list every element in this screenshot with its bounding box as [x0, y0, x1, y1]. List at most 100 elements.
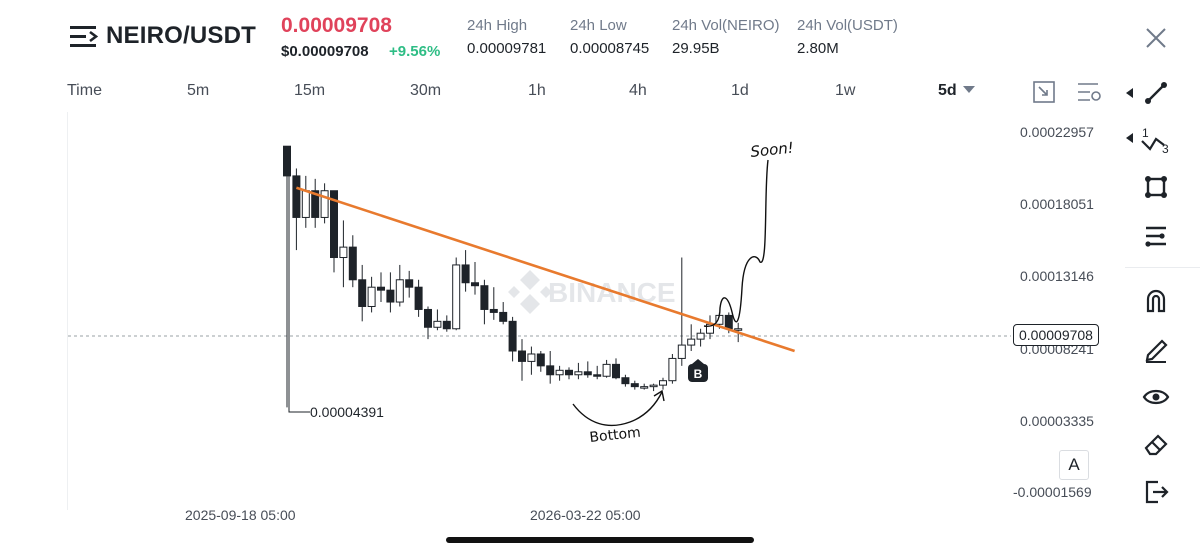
line-tool-icon — [1145, 82, 1167, 104]
y-axis-label-5: -0.00001569 — [1013, 484, 1092, 500]
x-axis-label-1: 2026-03-22 05:00 — [530, 507, 641, 523]
tf-15m[interactable]: 15m — [294, 82, 326, 99]
candle-down — [386, 289, 395, 303]
rectangle-tool-icon — [1145, 176, 1167, 198]
annotation-bottom: Bottom — [589, 425, 642, 446]
chart-canvas[interactable]: BINANCE Soon! Bottom 0.00004391 B — [68, 112, 1011, 510]
auto-scale-button[interactable]: A — [1059, 450, 1089, 480]
eye-icon — [1142, 389, 1170, 405]
candle-down — [330, 190, 338, 259]
stat-value-vol-quote: 2.80M — [797, 40, 839, 57]
exit-icon — [1145, 480, 1169, 504]
candle-down — [311, 190, 320, 218]
expand-tool-arrow-icon[interactable] — [1126, 88, 1134, 98]
candle-up — [677, 344, 686, 359]
candle-down — [518, 350, 526, 362]
tf-5d-selected[interactable]: 5d — [938, 82, 957, 99]
stat-value-high: 0.00009781 — [467, 40, 547, 57]
svg-text:1: 1 — [1142, 126, 1149, 140]
expand-fib-arrow-icon[interactable] — [1126, 133, 1134, 143]
tf-1w[interactable]: 1w — [835, 82, 856, 99]
magnet-icon — [1146, 289, 1166, 313]
tf-5m[interactable]: 5m — [187, 82, 210, 99]
trendline-layer — [295, 186, 796, 353]
candle-down — [536, 353, 545, 367]
x-axis-label-0: 2025-09-18 05:00 — [185, 507, 296, 523]
candle-up — [734, 328, 743, 331]
candle-down — [471, 282, 479, 287]
stat-label-vol-base: 24h Vol(NEIRO) — [672, 17, 780, 34]
candle-up — [649, 384, 658, 388]
candle-down — [348, 246, 357, 281]
pair-title[interactable]: NEIRO/USDT — [106, 22, 257, 49]
stat-value-vol-base: 29.95B — [672, 40, 720, 57]
y-axis-label-0: 0.00022957 — [1020, 124, 1094, 140]
stat-label-low: 24h Low — [570, 17, 627, 34]
tf-1d[interactable]: 1d — [731, 82, 749, 99]
levels-tool[interactable] — [1140, 220, 1172, 252]
candle-up — [659, 380, 667, 386]
candles-layer — [283, 145, 743, 408]
rectangle-tool[interactable] — [1140, 171, 1172, 203]
candle-up — [367, 286, 376, 307]
y-axis-label-1: 0.00018051 — [1020, 196, 1094, 212]
tf-30m[interactable]: 30m — [410, 82, 442, 99]
bottom-arrowhead — [653, 389, 665, 402]
stat-value-low: 0.00008745 — [570, 40, 650, 57]
candle-down — [499, 311, 508, 322]
candle-down — [489, 308, 498, 313]
tf-4h[interactable]: 4h — [629, 82, 647, 99]
candle-up — [339, 246, 348, 259]
price-change: +9.56% — [389, 43, 441, 60]
candle-down — [630, 383, 639, 388]
horizontal-lines-icon — [1145, 226, 1166, 247]
y-axis-label-2: 0.00013146 — [1020, 268, 1094, 284]
chart-settings-icon[interactable] — [1076, 80, 1102, 104]
trendline[interactable] — [295, 186, 796, 353]
close-icon[interactable] — [1144, 26, 1168, 50]
trendline-tool[interactable] — [1140, 77, 1172, 109]
candle-down — [358, 279, 367, 307]
bottom-arc — [572, 391, 663, 427]
tf-1h[interactable]: 1h — [528, 82, 546, 99]
pencil-icon — [1145, 339, 1168, 363]
candle-down — [405, 279, 414, 288]
candle-down — [424, 308, 432, 328]
current-price-badge: 0.00009708 — [1013, 324, 1099, 346]
candle-up — [668, 357, 677, 382]
fullscreen-icon[interactable] — [1032, 80, 1056, 104]
tf-time-label: Time — [67, 82, 102, 99]
candle-up — [687, 338, 696, 346]
candle-down — [480, 285, 489, 310]
pencil-tool[interactable] — [1140, 333, 1172, 365]
candle-down — [414, 286, 423, 310]
chevron-down-icon[interactable] — [963, 86, 975, 94]
watermark-text: BINANCE — [548, 277, 676, 308]
visibility-tool[interactable] — [1140, 381, 1172, 413]
buy-marker[interactable]: B — [688, 359, 708, 382]
candle-down — [377, 286, 385, 291]
svg-text:3: 3 — [1162, 142, 1169, 155]
last-price: 0.00009708 — [281, 14, 392, 37]
candle-down — [612, 363, 620, 379]
candle-up — [555, 369, 564, 376]
y-axis-label-4: 0.00003335 — [1020, 413, 1094, 429]
eraser-icon — [1144, 434, 1168, 456]
eraser-tool[interactable] — [1140, 428, 1172, 460]
annotation-soon: Soon! — [750, 139, 795, 161]
menu-icon[interactable] — [70, 24, 100, 50]
candle-down — [724, 314, 733, 330]
price-chart[interactable]: BINANCE Soon! Bottom 0.00004391 B — [67, 112, 1011, 510]
candle-up — [696, 332, 705, 340]
candle-down — [546, 365, 555, 376]
candle-up — [433, 320, 442, 328]
candle-up — [574, 371, 583, 376]
stat-label-vol-quote: 24h Vol(USDT) — [797, 17, 898, 34]
low-marker-line — [288, 156, 310, 413]
exit-drawing-tool[interactable] — [1140, 476, 1172, 508]
candle-down — [565, 369, 573, 376]
candle-down — [442, 320, 451, 330]
candle-down — [621, 377, 630, 385]
magnet-tool[interactable] — [1140, 285, 1172, 317]
